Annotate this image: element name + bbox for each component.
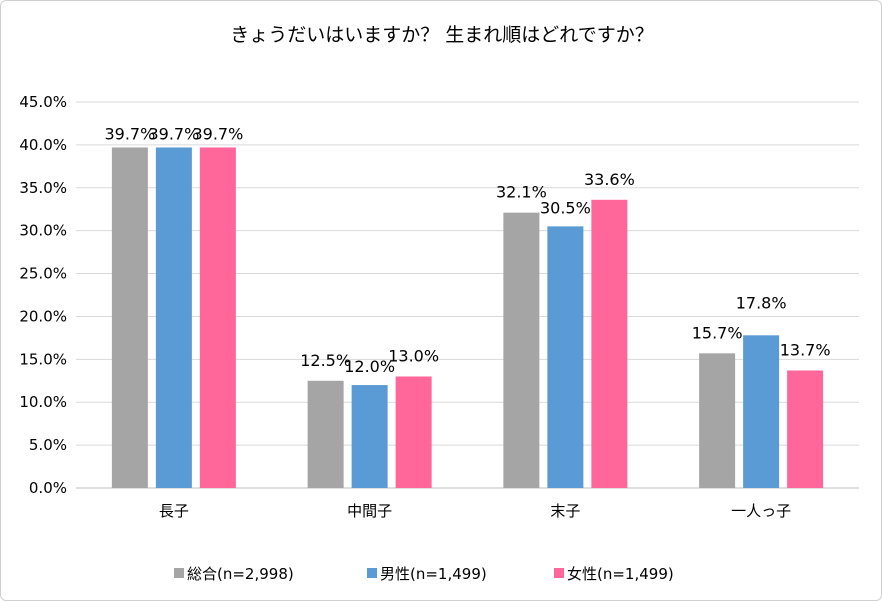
- bar: [155, 147, 192, 488]
- bar: [547, 226, 584, 488]
- bar: [307, 380, 344, 488]
- y-tick-label: 10.0%: [19, 393, 67, 411]
- data-label: 32.1%: [496, 183, 547, 202]
- category-label: 一人っ子: [731, 502, 791, 520]
- bar: [699, 353, 736, 488]
- category-label: 末子: [550, 502, 580, 520]
- data-label: 39.7%: [192, 124, 243, 143]
- y-tick-label: 45.0%: [19, 93, 67, 111]
- bar: [111, 147, 148, 488]
- y-tick-label: 0.0%: [29, 479, 67, 497]
- data-label: 17.8%: [736, 293, 787, 312]
- category-label: 長子: [159, 502, 189, 520]
- data-label: 39.7%: [104, 124, 155, 143]
- y-tick-label: 40.0%: [19, 136, 67, 154]
- data-label: 15.7%: [692, 323, 743, 342]
- data-label: 30.5%: [540, 198, 591, 217]
- y-tick-label: 25.0%: [19, 265, 67, 283]
- data-label: 12.0%: [344, 357, 395, 376]
- category-label: 中間子: [347, 502, 392, 520]
- y-tick-label: 30.0%: [19, 222, 67, 240]
- y-tick-label: 5.0%: [29, 436, 67, 454]
- legend: 総合(n=2,998) 男性(n=1,499) 女性(n=1,499): [174, 565, 674, 583]
- data-label: 39.7%: [148, 124, 199, 143]
- legend-swatch: [554, 568, 564, 578]
- bar: [591, 199, 628, 488]
- legend-swatch: [174, 568, 184, 578]
- bar: [351, 385, 388, 488]
- legend-label: 総合(n=2,998): [187, 565, 294, 583]
- data-label: 13.0%: [388, 346, 439, 365]
- data-label: 33.6%: [584, 170, 635, 189]
- data-label: 12.5%: [300, 351, 351, 370]
- legend-label: 女性(n=1,499): [567, 565, 674, 583]
- bar: [199, 147, 236, 488]
- y-tick-label: 20.0%: [19, 307, 67, 325]
- bar: [787, 370, 824, 488]
- y-tick-label: 15.0%: [19, 350, 67, 368]
- y-tick-label: 35.0%: [19, 179, 67, 197]
- bar: [395, 376, 432, 488]
- data-label: 13.7%: [780, 340, 831, 359]
- legend-label: 男性(n=1,499): [380, 565, 487, 583]
- legend-swatch: [367, 568, 377, 578]
- label-layer: 0.0% 5.0% 10.0% 15.0% 20.0% 25.0% 30.0% 35.0% 40…: [19, 93, 830, 520]
- bar: [503, 212, 540, 489]
- bar: [743, 335, 780, 488]
- bar-layer: [111, 147, 824, 489]
- chart-title: きょうだいはいますか？ 生まれ順はどれですか？: [230, 24, 653, 46]
